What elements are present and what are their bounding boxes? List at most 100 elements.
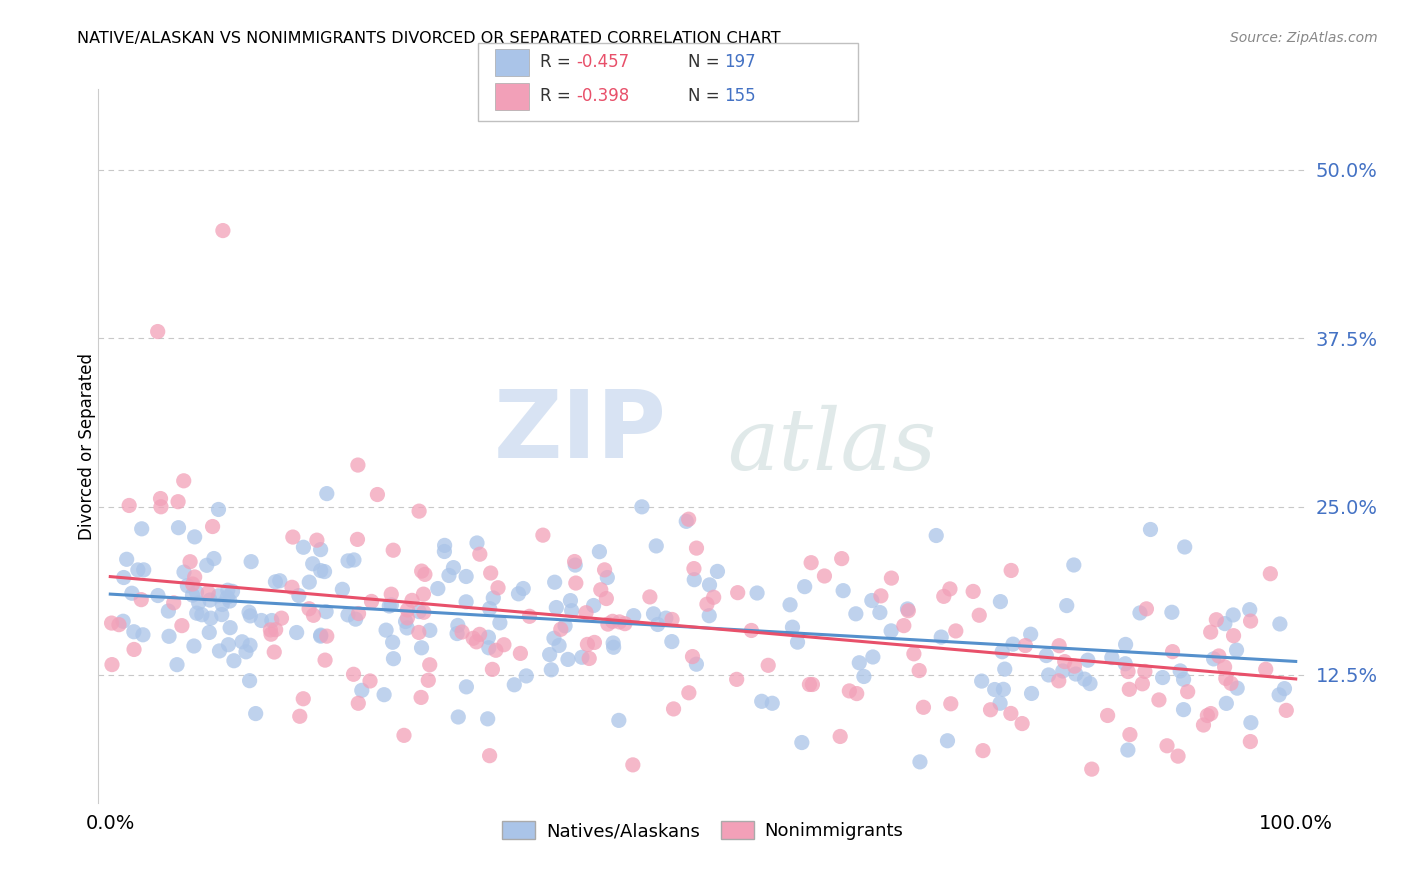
- Point: [486, 581, 509, 595]
- Point: [231, 634, 253, 648]
- Point: [613, 616, 636, 631]
- Point: [1152, 671, 1174, 685]
- Point: [1254, 662, 1277, 676]
- Point: [302, 608, 325, 623]
- Point: [264, 623, 287, 637]
- Point: [596, 617, 619, 632]
- Point: [382, 543, 405, 558]
- Point: [489, 615, 512, 630]
- Point: [443, 560, 465, 574]
- Point: [380, 598, 402, 612]
- Point: [157, 629, 180, 643]
- Point: [845, 687, 868, 701]
- Point: [786, 635, 808, 649]
- Point: [1063, 659, 1085, 673]
- Point: [1213, 660, 1236, 674]
- Point: [239, 638, 262, 652]
- Point: [1199, 625, 1222, 640]
- Point: [288, 709, 311, 723]
- Point: [662, 702, 685, 716]
- Point: [1147, 693, 1170, 707]
- Point: [478, 748, 501, 763]
- Point: [179, 555, 201, 569]
- Point: [838, 684, 860, 698]
- Point: [173, 474, 195, 488]
- Point: [195, 558, 218, 573]
- Point: [240, 555, 263, 569]
- Point: [1174, 540, 1197, 554]
- Point: [595, 591, 617, 606]
- Point: [645, 539, 668, 553]
- Point: [1080, 762, 1102, 776]
- Point: [239, 673, 262, 688]
- Point: [394, 615, 416, 629]
- Point: [561, 604, 583, 618]
- Point: [485, 643, 508, 657]
- Point: [191, 607, 214, 622]
- Point: [880, 571, 903, 585]
- Point: [860, 593, 883, 607]
- Point: [596, 570, 619, 584]
- Point: [167, 494, 190, 508]
- Point: [260, 627, 283, 641]
- Point: [515, 669, 537, 683]
- Text: R =: R =: [540, 87, 576, 105]
- Point: [932, 590, 955, 604]
- Text: ZIP: ZIP: [494, 385, 666, 478]
- Point: [1035, 648, 1057, 663]
- Point: [121, 586, 143, 600]
- Point: [336, 607, 359, 622]
- Point: [727, 585, 749, 599]
- Point: [217, 638, 239, 652]
- Text: R =: R =: [540, 54, 576, 71]
- Point: [751, 694, 773, 708]
- Point: [166, 657, 188, 672]
- Point: [602, 640, 624, 655]
- Point: [897, 604, 920, 618]
- Point: [1156, 739, 1178, 753]
- Point: [638, 590, 661, 604]
- Point: [463, 632, 485, 646]
- Point: [1213, 616, 1236, 631]
- Point: [983, 682, 1005, 697]
- Point: [186, 606, 208, 620]
- Point: [1119, 728, 1142, 742]
- Point: [173, 565, 195, 579]
- Point: [170, 618, 193, 632]
- Point: [565, 576, 588, 591]
- Point: [1053, 655, 1076, 669]
- Point: [1063, 558, 1085, 572]
- Point: [893, 618, 915, 632]
- Point: [576, 637, 599, 651]
- Text: N =: N =: [688, 54, 724, 71]
- Point: [447, 710, 470, 724]
- Point: [564, 558, 586, 573]
- Point: [212, 223, 235, 237]
- Point: [1132, 677, 1154, 691]
- Point: [481, 662, 503, 676]
- Point: [1014, 639, 1036, 653]
- Point: [100, 616, 122, 631]
- Point: [830, 730, 852, 744]
- Point: [1177, 684, 1199, 698]
- Point: [411, 640, 433, 655]
- Point: [218, 594, 240, 608]
- Point: [309, 629, 332, 643]
- Point: [456, 569, 478, 583]
- Point: [264, 574, 287, 589]
- Point: [396, 603, 419, 617]
- Point: [1275, 703, 1298, 717]
- Text: -0.457: -0.457: [576, 54, 630, 71]
- Point: [433, 544, 456, 558]
- Point: [259, 623, 281, 637]
- Point: [1129, 606, 1152, 620]
- Legend: Natives/Alaskans, Nonimmigrants: Natives/Alaskans, Nonimmigrants: [495, 814, 911, 847]
- Point: [482, 591, 505, 605]
- Point: [375, 623, 398, 637]
- Point: [675, 514, 697, 528]
- Point: [315, 629, 337, 643]
- Point: [360, 594, 382, 608]
- Point: [1268, 617, 1291, 632]
- Point: [1052, 664, 1074, 678]
- Point: [478, 601, 501, 615]
